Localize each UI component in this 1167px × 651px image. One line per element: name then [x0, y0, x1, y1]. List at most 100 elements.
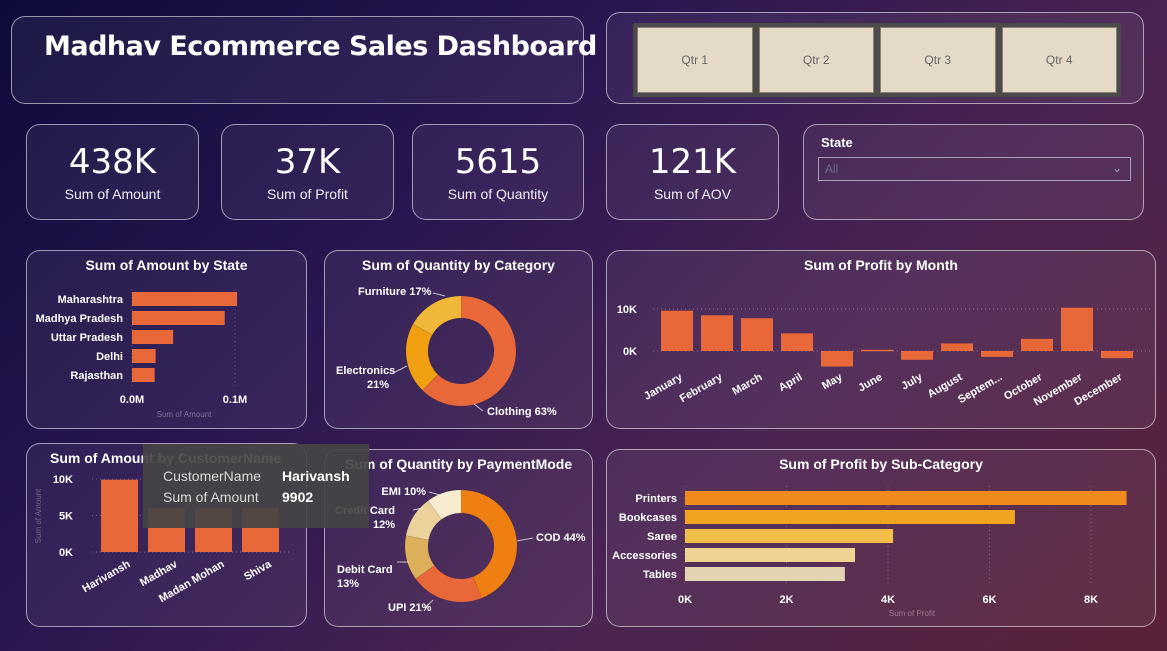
qtr-4-button[interactable]: Qtr 4 — [1001, 27, 1117, 93]
kpi-card-aov: 121K Sum of AOV — [606, 124, 779, 220]
y-axis-title: Sum of Amount — [34, 488, 43, 543]
state-filter-label: State — [821, 135, 853, 150]
leader-line — [473, 403, 484, 412]
bar — [132, 349, 156, 363]
chart-title: Sum of Quantity by Category — [362, 257, 555, 273]
leader-line — [424, 599, 434, 609]
category-donut-chart: Clothing 63% Electronics 21% Furniture 17% — [336, 286, 557, 418]
leader-line — [428, 491, 441, 496]
slice-label: Clothing 63% — [487, 406, 557, 418]
kpi-card-amount: 438K Sum of Amount — [26, 124, 199, 220]
state-bar-chart: Maharashtra Madhya Pradesh Uttar Pradesh De… — [36, 289, 247, 419]
slice-label: UPI 21% — [388, 602, 432, 614]
x-axis-title: Sum of Amount — [157, 410, 212, 419]
leader-line — [432, 292, 446, 297]
bar — [941, 343, 973, 351]
kpi-value: 5615 — [454, 142, 542, 182]
quarter-slicer: Qtr 1 Qtr 2 Qtr 3 Qtr 4 — [606, 12, 1144, 104]
bar — [132, 368, 155, 382]
donut-slice — [460, 489, 518, 599]
donut-slice — [414, 564, 483, 603]
chart-profit-by-subcategory: Sum of Profit by Sub-Category 0K 2K 4K 6K 8K… — [606, 449, 1156, 627]
slice-label: 13% — [337, 578, 359, 590]
leader-line — [394, 365, 408, 373]
donut-slice — [421, 295, 517, 407]
x-tick-label: 6K — [982, 594, 996, 606]
y-tick-label: 10K — [617, 304, 637, 316]
qtr-2-button[interactable]: Qtr 2 — [758, 27, 874, 93]
category-label: Maharashtra — [58, 294, 124, 306]
kpi-label: Sum of Quantity — [447, 186, 549, 202]
qtr-1-button[interactable]: Qtr 1 — [637, 27, 753, 93]
slice-label: Furniture 17% — [358, 286, 432, 298]
y-tick-label: 0K — [623, 346, 637, 358]
bar — [685, 510, 1015, 524]
category-label: Madhya Pradesh — [36, 313, 124, 325]
category-label: Accessories — [612, 550, 677, 562]
tooltip-key: Sum of Amount — [163, 489, 259, 505]
leader-line — [412, 507, 424, 511]
bar — [685, 548, 856, 562]
bar — [661, 310, 693, 351]
kpi-card-profit: 37K Sum of Profit — [221, 124, 394, 220]
kpi-card-quantity: 5615 Sum of Quantity — [412, 124, 584, 220]
bar — [981, 351, 1013, 357]
x-tick-label: 0.0M — [120, 394, 144, 406]
x-tick-label: April — [777, 371, 805, 394]
x-tick-label: 8K — [1084, 594, 1098, 606]
donut-slice — [404, 534, 436, 580]
quarter-buttons: Qtr 1 Qtr 2 Qtr 3 Qtr 4 — [633, 23, 1121, 97]
x-tick-label: 0K — [678, 594, 692, 606]
category-label: Tables — [643, 569, 677, 581]
bar — [685, 491, 1127, 505]
bar — [132, 292, 238, 306]
x-tick-label: Septem... — [956, 371, 1004, 406]
slice-label: Electronics — [336, 365, 395, 377]
slice-label: EMI 10% — [381, 486, 426, 498]
chart-title: Sum of Quantity by PaymentMode — [345, 456, 573, 472]
x-tick-label: June — [856, 371, 884, 394]
bar — [781, 333, 813, 351]
donut-slice — [405, 499, 443, 541]
bar — [1021, 338, 1053, 351]
chart-amount-by-state: Sum of Amount by State Maharashtra Madhya… — [26, 250, 307, 429]
bar — [685, 529, 894, 543]
kpi-value: 37K — [274, 142, 341, 182]
bar — [901, 351, 933, 360]
y-tick-label: 10K — [53, 474, 73, 486]
chart-tooltip: CustomerName Harivansh Sum of Amount 9902 — [143, 444, 369, 528]
category-label: Rajasthan — [70, 370, 123, 382]
chart-profit-by-month: Sum of Profit by Month 10K 0K January Febru… — [606, 250, 1156, 429]
x-tick-label: May — [820, 371, 845, 393]
x-tick-label: 0.1M — [223, 394, 247, 406]
qtr-3-button[interactable]: Qtr 3 — [880, 27, 996, 93]
bar — [685, 567, 845, 581]
kpi-label: Sum of AOV — [653, 186, 732, 202]
category-label: Saree — [647, 531, 677, 543]
bar — [741, 318, 773, 351]
bar — [701, 315, 733, 351]
category-label: Delhi — [96, 351, 123, 363]
subcategory-bar-chart: 0K 2K 4K 6K 8K Printers Bookcases Saree Accessor… — [612, 486, 1127, 618]
chevron-down-icon: ⌄ — [1111, 161, 1122, 175]
state-dropdown[interactable]: All ⌄ — [818, 157, 1131, 181]
chart-title: Sum of Profit by Month — [804, 257, 958, 273]
x-tick-label: 4K — [881, 594, 895, 606]
page-title: Madhav Ecommerce Sales Dashboard — [44, 31, 597, 62]
kpi-label: Sum of Amount — [64, 186, 161, 202]
y-tick-label: 5K — [59, 511, 73, 523]
tooltip-key: CustomerName — [163, 468, 262, 484]
donut-slice — [427, 489, 462, 521]
category-label: Uttar Pradesh — [51, 332, 123, 344]
state-dropdown-value: All — [825, 162, 839, 176]
title-panel: Madhav Ecommerce Sales Dashboard — [11, 16, 597, 104]
tooltip-value: 9902 — [282, 489, 314, 505]
tooltip-value: Harivansh — [282, 468, 350, 484]
kpi-value: 438K — [68, 142, 157, 182]
y-tick-label: 0K — [59, 547, 73, 559]
donut-slice — [412, 295, 462, 336]
leader-line — [516, 537, 534, 542]
x-tick-label: February — [678, 371, 726, 405]
